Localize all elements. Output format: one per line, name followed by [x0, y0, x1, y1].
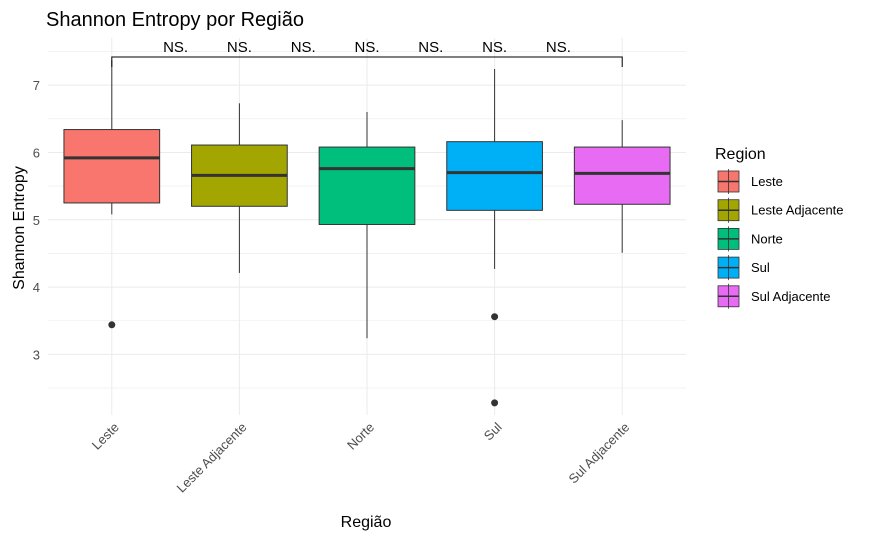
outlier-point [491, 399, 499, 407]
box-iqr [573, 146, 671, 205]
significance-label: NS. [354, 39, 379, 56]
box-iqr [446, 141, 543, 211]
significance-layer: NS. NS. NS. NS. NS. NS. NS. [111, 39, 623, 67]
legend-title: Region [715, 146, 766, 163]
x-axis-ticks: Leste Leste Adjacente Norte Sul Sul Adjacent… [89, 419, 633, 495]
outlier-point [108, 321, 116, 329]
box-norte [318, 112, 416, 339]
significance-label: NS. [546, 39, 571, 56]
legend-item-leste-adjacente: Leste Adjacente [717, 197, 844, 223]
box-layer [63, 60, 671, 407]
legend-item-norte: Norte [717, 226, 783, 252]
box-iqr [63, 129, 161, 204]
y-tick-label: 7 [33, 78, 40, 93]
legend-item-leste: Leste [717, 169, 783, 194]
y-tick-label: 4 [33, 280, 40, 295]
legend-label: Sul [751, 260, 770, 275]
x-tick-label: Leste [89, 420, 122, 453]
legend-label: Norte [751, 231, 783, 246]
x-tick-label: Norte [344, 420, 377, 453]
y-tick-label: 3 [33, 347, 40, 362]
box-leste [63, 60, 161, 329]
legend-label: Leste [751, 174, 783, 189]
y-tick-label: 5 [33, 213, 40, 228]
x-tick-label: Sul Adjacente [565, 420, 632, 487]
legend-label: Leste Adjacente [751, 203, 844, 218]
significance-label: NS. [227, 39, 252, 56]
legend-item-sul-adjacente: Sul Adjacente [717, 283, 831, 309]
box-sul [446, 68, 543, 407]
box-iqr [318, 146, 416, 225]
box-sul-adjacente [573, 120, 671, 253]
chart-title: Shannon Entropy por Região [46, 9, 304, 31]
y-tick-label: 6 [33, 145, 40, 160]
significance-label: NS. [418, 39, 443, 56]
box-leste-adjacente [191, 103, 288, 273]
significance-label: NS. [482, 39, 507, 56]
x-tick-label: Sul [481, 419, 505, 443]
legend-label: Sul Adjacente [751, 289, 831, 304]
x-tick-label: Leste Adjacente [173, 420, 249, 496]
y-axis-title: Shannon Entropy [11, 166, 28, 290]
significance-label: NS. [163, 39, 188, 56]
y-axis-ticks: 3 4 5 6 7 [33, 78, 40, 362]
outlier-point [491, 313, 499, 321]
legend-item-sul: Sul [717, 255, 770, 281]
x-axis-title: Região [341, 514, 392, 531]
significance-bracket [111, 56, 623, 67]
significance-label: NS. [291, 39, 316, 56]
legend: Region Leste Leste Adjacente Norte Sul Sul A… [715, 146, 844, 309]
